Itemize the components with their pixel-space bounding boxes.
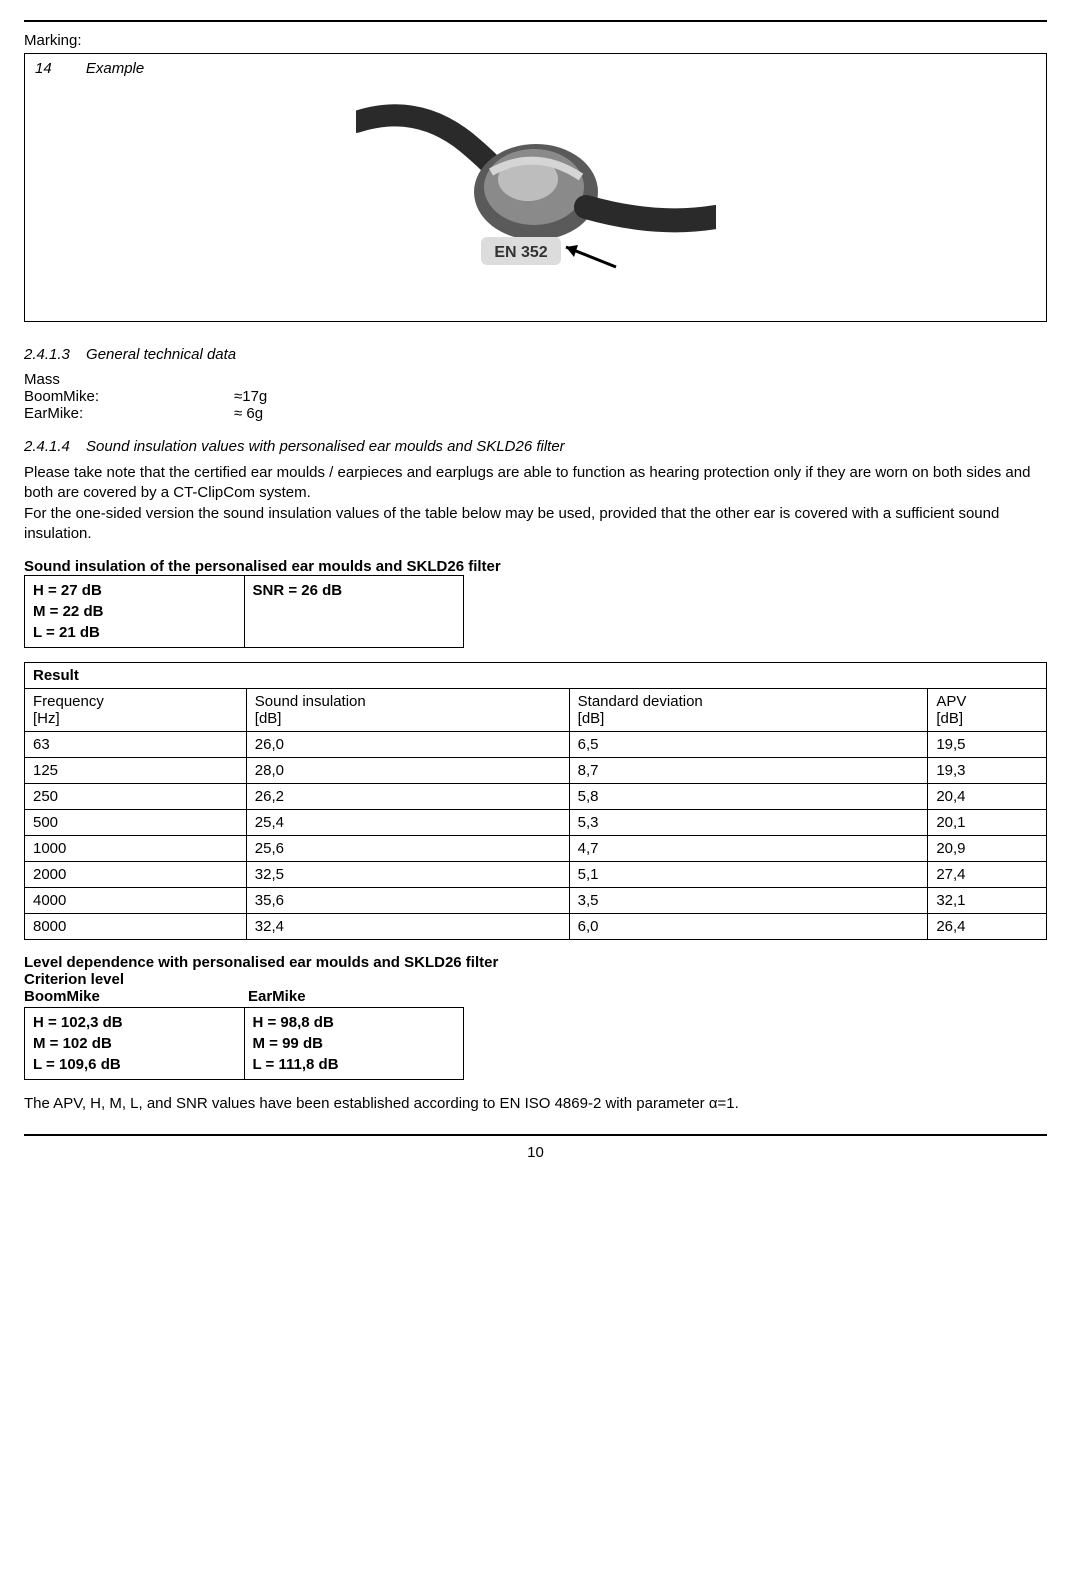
table-cell: 19,3	[928, 758, 1047, 784]
table-cell: 20,1	[928, 810, 1047, 836]
hml-h: H = 27 dB	[33, 580, 236, 601]
table-cell: 3,5	[569, 888, 928, 914]
hml-snr-table: H = 27 dB M = 22 dB L = 21 dB SNR = 26 d…	[24, 575, 464, 648]
section-2413-heading: 2.4.1.3 General technical data	[24, 346, 1047, 363]
table-cell: 28,0	[246, 758, 569, 784]
result-col-header: Frequency[Hz]	[25, 689, 247, 732]
hml-m: M = 22 dB	[33, 601, 236, 622]
table-row: 25026,25,820,4	[25, 784, 1047, 810]
table-cell: 32,1	[928, 888, 1047, 914]
table-cell: 35,6	[246, 888, 569, 914]
table-cell: 4000	[25, 888, 247, 914]
mass-label: BoomMike:	[24, 388, 234, 405]
mass-block: Mass BoomMike: ≈17g EarMike: ≈ 6g	[24, 371, 1047, 422]
criterion-bm-l: L = 109,6 dB	[33, 1054, 236, 1075]
table-row: 6326,06,519,5	[25, 732, 1047, 758]
bottom-rule	[24, 1134, 1047, 1136]
mass-value: ≈17g	[234, 388, 267, 405]
table-cell: 4,7	[569, 836, 928, 862]
table-cell: 32,4	[246, 914, 569, 940]
result-table: Result Frequency[Hz]Sound insulation[dB]…	[24, 662, 1047, 940]
table-row: 400035,63,532,1	[25, 888, 1047, 914]
result-title: Result	[25, 663, 1047, 689]
table-row: 50025,45,320,1	[25, 810, 1047, 836]
example-box: 14 Example EN 352	[24, 53, 1047, 322]
criterion-labels: BoomMike EarMike	[24, 988, 1047, 1005]
mass-row: BoomMike: ≈17g	[24, 388, 1047, 405]
result-col-header: Sound insulation[dB]	[246, 689, 569, 732]
table-cell: 20,9	[928, 836, 1047, 862]
table-cell: 500	[25, 810, 247, 836]
section-2414-heading: 2.4.1.4 Sound insulation values with per…	[24, 438, 1047, 455]
mass-label: EarMike:	[24, 405, 234, 422]
criterion-bm-m: M = 102 dB	[33, 1033, 236, 1054]
table-cell: 5,3	[569, 810, 928, 836]
table-cell: 5,8	[569, 784, 928, 810]
section-2413-title: General technical data	[86, 346, 236, 363]
example-word: Example	[86, 60, 144, 77]
table-cell: 20,4	[928, 784, 1047, 810]
mass-value: ≈ 6g	[234, 405, 263, 422]
table-cell: 8000	[25, 914, 247, 940]
table-row: 800032,46,026,4	[25, 914, 1047, 940]
table-row: 12528,08,719,3	[25, 758, 1047, 784]
page: Marking: 14 Example EN 352	[24, 20, 1047, 1161]
note-text: Please take note that the certified ear …	[24, 463, 1047, 544]
criterion-boommike-cell: H = 102,3 dB M = 102 dB L = 109,6 dB	[25, 1008, 245, 1080]
criterion-boommike-label: BoomMike	[24, 988, 248, 1005]
criterion-em-l: L = 111,8 dB	[253, 1054, 456, 1075]
table-cell: 26,0	[246, 732, 569, 758]
criterion-level-heading: Criterion level	[24, 971, 1047, 988]
page-number: 10	[24, 1144, 1047, 1161]
section-2414-title: Sound insulation values with personalise…	[86, 438, 565, 455]
table-cell: 125	[25, 758, 247, 784]
level-dependence-heading: Level dependence with personalised ear m…	[24, 954, 1047, 971]
hml-cell: H = 27 dB M = 22 dB L = 21 dB	[25, 576, 245, 648]
example-number: 14	[35, 60, 52, 77]
table-row: 200032,55,127,4	[25, 862, 1047, 888]
table-cell: 25,6	[246, 836, 569, 862]
footnote: The APV, H, M, L, and SNR values have be…	[24, 1094, 1047, 1114]
snr-cell: SNR = 26 dB	[244, 576, 464, 648]
table-cell: 32,5	[246, 862, 569, 888]
table-cell: 5,1	[569, 862, 928, 888]
sound-insulation-heading: Sound insulation of the personalised ear…	[24, 558, 1047, 575]
table-row: 100025,64,720,9	[25, 836, 1047, 862]
table-cell: 19,5	[928, 732, 1047, 758]
criterion-table: H = 102,3 dB M = 102 dB L = 109,6 dB H =…	[24, 1007, 464, 1080]
section-2414-num: 2.4.1.4	[24, 438, 70, 455]
marking-label: Marking:	[24, 32, 1047, 49]
table-cell: 27,4	[928, 862, 1047, 888]
result-col-header: APV[dB]	[928, 689, 1047, 732]
criterion-earmike-label: EarMike	[248, 988, 306, 1005]
section-2413-num: 2.4.1.3	[24, 346, 70, 363]
table-cell: 250	[25, 784, 247, 810]
table-cell: 2000	[25, 862, 247, 888]
table-cell: 1000	[25, 836, 247, 862]
hml-l: L = 21 dB	[33, 622, 236, 643]
marking-text-svg: EN 352	[494, 244, 547, 261]
table-cell: 26,2	[246, 784, 569, 810]
earpiece-illustration: EN 352	[356, 87, 716, 297]
criterion-earmike-cell: H = 98,8 dB M = 99 dB L = 111,8 dB	[244, 1008, 464, 1080]
table-cell: 6,0	[569, 914, 928, 940]
criterion-bm-h: H = 102,3 dB	[33, 1012, 236, 1033]
table-cell: 8,7	[569, 758, 928, 784]
top-rule	[24, 20, 1047, 22]
table-cell: 26,4	[928, 914, 1047, 940]
mass-heading: Mass	[24, 371, 1047, 388]
table-cell: 6,5	[569, 732, 928, 758]
criterion-em-h: H = 98,8 dB	[253, 1012, 456, 1033]
table-cell: 63	[25, 732, 247, 758]
mass-row: EarMike: ≈ 6g	[24, 405, 1047, 422]
result-col-header: Standard deviation[dB]	[569, 689, 928, 732]
table-cell: 25,4	[246, 810, 569, 836]
criterion-em-m: M = 99 dB	[253, 1033, 456, 1054]
example-header: 14 Example	[35, 60, 1036, 77]
product-figure: EN 352	[35, 87, 1036, 301]
